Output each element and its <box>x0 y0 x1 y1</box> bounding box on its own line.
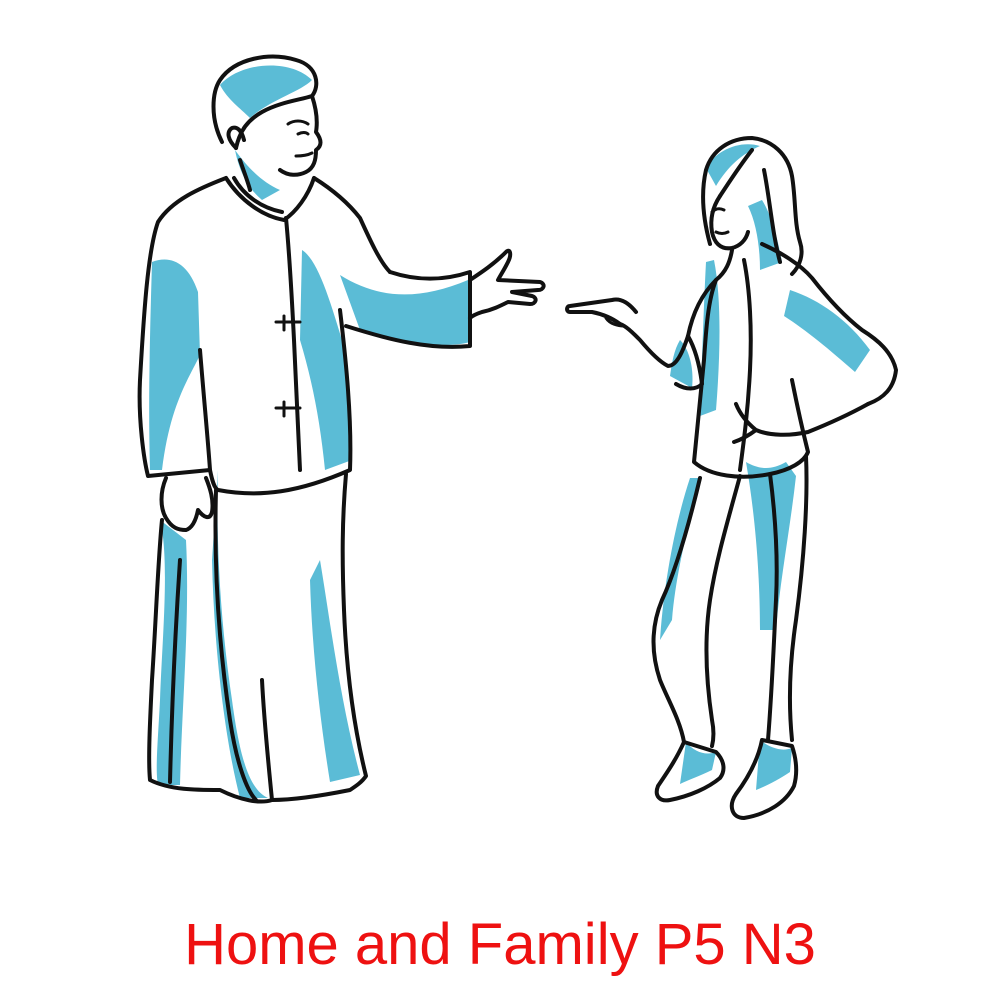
woman-face <box>709 194 750 251</box>
woman-figure <box>565 136 898 820</box>
man-jacket <box>137 176 353 496</box>
woman-right-shoe <box>729 738 799 820</box>
man-collar <box>224 176 316 222</box>
man-right-sleeve <box>344 270 472 349</box>
man-right-hand <box>468 248 546 320</box>
illustration <box>137 54 898 820</box>
man-face <box>278 94 323 177</box>
man-hair <box>211 54 319 150</box>
man-shading <box>149 65 470 798</box>
woman-pointing-arm <box>618 278 718 368</box>
woman-shading <box>660 144 870 790</box>
man-figure <box>137 54 546 804</box>
caption: Home and Family P5 N3 <box>184 912 816 977</box>
woman-right-leg <box>766 472 779 742</box>
woman-left-shoe <box>654 740 726 803</box>
man-ear <box>226 125 246 150</box>
man-left-hand <box>159 476 215 532</box>
woman-hair <box>701 136 804 276</box>
woman-left-leg <box>651 476 702 744</box>
woman-hip-hand <box>732 402 870 444</box>
woman-pointing-hand <box>565 297 638 326</box>
